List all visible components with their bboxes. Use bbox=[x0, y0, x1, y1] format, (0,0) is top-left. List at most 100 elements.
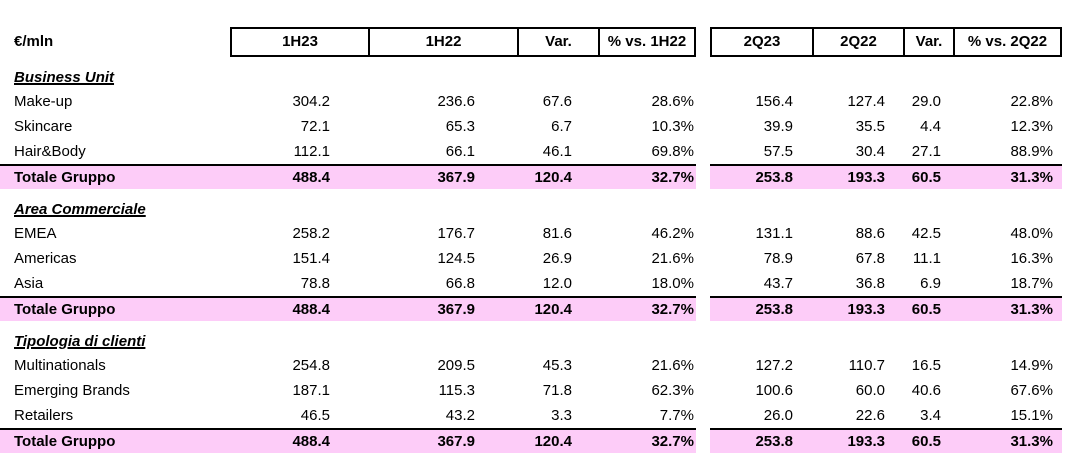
value-cell: 151.4 bbox=[292, 250, 330, 267]
value-cell: 127.2 bbox=[755, 357, 793, 374]
data-row: Skincare 72.1 65.3 6.7 10.3% 39.9 35.5 4.4 12.3% bbox=[0, 114, 1071, 139]
row-label: Americas bbox=[14, 250, 77, 267]
total-value-cell: 488.4 bbox=[230, 164, 368, 189]
total-value-cell: 193.3 bbox=[812, 296, 903, 321]
value-cell: 100.6 bbox=[755, 382, 793, 399]
value-cell: 4.4 bbox=[920, 118, 941, 135]
value-cell: 43.7 bbox=[763, 275, 793, 292]
value-cell: 115.3 bbox=[438, 382, 475, 399]
total-value-cell: 32.7% bbox=[598, 428, 696, 453]
total-value-cell: 488.4 bbox=[230, 428, 368, 453]
total-value-cell: 193.3 bbox=[812, 164, 903, 189]
value-cell: 187.1 bbox=[292, 382, 330, 399]
total-value-cell: 31.3% bbox=[953, 164, 1062, 189]
column-header: % vs. 1H22 bbox=[598, 27, 696, 57]
value-cell: 12.3% bbox=[1010, 118, 1053, 135]
spacer bbox=[696, 353, 710, 378]
spacer bbox=[696, 271, 710, 296]
section-title: Tipologia di clienti bbox=[14, 333, 146, 350]
row-label: EMEA bbox=[14, 225, 57, 242]
header-row: €/mln 1H23 1H22 Var.% vs. 1H22 2Q23 2Q22 Var.… bbox=[0, 27, 1071, 57]
value-cell: 6.7 bbox=[551, 118, 572, 135]
value-cell: 28.6% bbox=[651, 93, 694, 110]
total-value-cell: 367.9 bbox=[368, 164, 517, 189]
value-cell: 127.4 bbox=[847, 93, 885, 110]
total-value-cell: 193.3 bbox=[812, 428, 903, 453]
spacer bbox=[696, 378, 710, 403]
value-cell: 57.5 bbox=[763, 143, 793, 160]
value-cell: 43.2 bbox=[445, 407, 475, 424]
value-cell: 3.3 bbox=[551, 407, 572, 424]
row-label: Asia bbox=[14, 275, 44, 292]
value-cell: 15.1% bbox=[1010, 407, 1053, 424]
value-cell: 236.6 bbox=[437, 93, 475, 110]
value-cell: 26.0 bbox=[763, 407, 793, 424]
spacer bbox=[696, 114, 710, 139]
total-label: Totale Gruppo bbox=[0, 296, 230, 321]
value-cell: 176.7 bbox=[437, 225, 475, 242]
value-cell: 36.8 bbox=[855, 275, 885, 292]
total-label: Totale Gruppo bbox=[0, 428, 230, 453]
total-row: Totale Gruppo 488.4 367.9 120.4 32.7% 253.8 19… bbox=[0, 164, 1071, 189]
value-cell: 14.9% bbox=[1010, 357, 1053, 374]
column-header: % vs. 2Q22 bbox=[953, 27, 1062, 57]
value-cell: 88.9% bbox=[1010, 143, 1053, 160]
spacer bbox=[696, 428, 710, 453]
value-cell: 26.9 bbox=[542, 250, 572, 267]
value-cell: 67.8 bbox=[855, 250, 885, 267]
data-row: Emerging Brands 187.1 115.3 71.8 62.3% 100.6 6… bbox=[0, 378, 1071, 403]
total-row: Totale Gruppo 488.4 367.9 120.4 32.7% 253.8 19… bbox=[0, 296, 1071, 321]
data-row: Retailers 46.5 43.2 3.3 7.7% 26.0 22.6 3.4 15.1% bbox=[0, 403, 1071, 428]
data-row: EMEA 258.2 176.7 81.6 46.2% 131.1 88.6 42.5 48.0… bbox=[0, 221, 1071, 246]
data-row: Americas 151.4 124.5 26.9 21.6% 78.9 67.8 11.1 1… bbox=[0, 246, 1071, 271]
value-cell: 42.5 bbox=[911, 225, 941, 242]
value-cell: 46.1 bbox=[542, 143, 572, 160]
value-cell: 3.4 bbox=[920, 407, 941, 424]
value-cell: 40.6 bbox=[911, 382, 941, 399]
value-cell: 46.2% bbox=[651, 225, 694, 242]
spacer bbox=[696, 246, 710, 271]
value-cell: 209.5 bbox=[437, 357, 475, 374]
column-header: 2Q22 bbox=[812, 27, 903, 57]
value-cell: 29.0 bbox=[911, 93, 941, 110]
value-cell: 11.1 bbox=[912, 250, 941, 267]
column-header: Var. bbox=[517, 27, 598, 57]
section-title-row: Tipologia di clienti bbox=[0, 331, 1071, 353]
spacer bbox=[696, 403, 710, 428]
value-cell: 27.1 bbox=[911, 143, 941, 160]
value-cell: 21.6% bbox=[651, 357, 694, 374]
row-label: Retailers bbox=[14, 407, 74, 424]
total-value-cell: 120.4 bbox=[517, 164, 598, 189]
value-cell: 48.0% bbox=[1010, 225, 1053, 242]
value-cell: 45.3 bbox=[542, 357, 572, 374]
total-value-cell: 367.9 bbox=[368, 296, 517, 321]
value-cell: 10.3% bbox=[651, 118, 694, 135]
value-cell: 30.4 bbox=[855, 143, 885, 160]
spacer bbox=[696, 221, 710, 246]
total-value-cell: 31.3% bbox=[953, 296, 1062, 321]
total-value-cell: 60.5 bbox=[903, 428, 953, 453]
row-label: Skincare bbox=[14, 118, 73, 135]
total-value-cell: 32.7% bbox=[598, 164, 696, 189]
row-label: Make-up bbox=[14, 93, 73, 110]
value-cell: 6.9 bbox=[920, 275, 941, 292]
unit-label: €/mln bbox=[14, 33, 54, 50]
total-label: Totale Gruppo bbox=[0, 164, 230, 189]
value-cell: 156.4 bbox=[755, 93, 793, 110]
value-cell: 16.5 bbox=[911, 357, 941, 374]
value-cell: 81.6 bbox=[542, 225, 572, 242]
column-header: Var. bbox=[903, 27, 953, 57]
value-cell: 124.5 bbox=[437, 250, 475, 267]
value-cell: 12.0 bbox=[542, 275, 572, 292]
value-cell: 69.8% bbox=[651, 143, 694, 160]
total-value-cell: 60.5 bbox=[903, 164, 953, 189]
row-label: Hair&Body bbox=[14, 143, 86, 160]
total-value-cell: 253.8 bbox=[710, 164, 812, 189]
value-cell: 22.8% bbox=[1010, 93, 1053, 110]
section-title: Area Commerciale bbox=[14, 201, 146, 218]
column-header: 2Q23 bbox=[710, 27, 812, 57]
row-label: Multinationals bbox=[14, 357, 106, 374]
total-value-cell: 120.4 bbox=[517, 296, 598, 321]
value-cell: 16.3% bbox=[1010, 250, 1053, 267]
